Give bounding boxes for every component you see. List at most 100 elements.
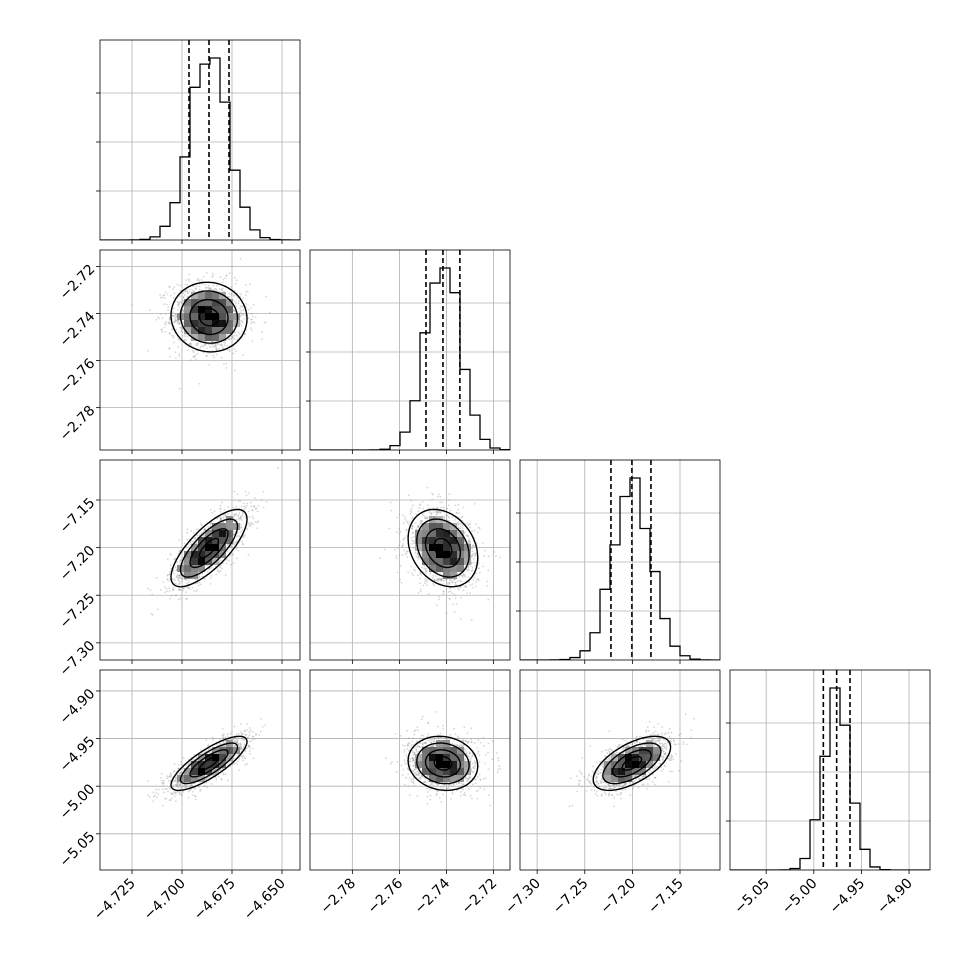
density-cell: [191, 327, 198, 334]
sample-point: [425, 516, 428, 519]
sample-point: [254, 507, 257, 510]
sample-point: [157, 793, 160, 796]
sample-point: [230, 335, 233, 338]
sample-point: [206, 786, 209, 788]
sample-point: [445, 578, 448, 581]
density-cell: [198, 551, 205, 558]
sample-point: [405, 550, 408, 553]
sample-point: [150, 612, 153, 615]
sample-point: [401, 554, 404, 556]
sample-point: [405, 528, 408, 531]
sample-point: [240, 526, 243, 529]
sample-point: [170, 793, 173, 796]
density-cell: [212, 537, 219, 544]
sample-point: [188, 342, 191, 345]
contour-line: [189, 299, 229, 336]
sample-point: [194, 288, 197, 290]
sample-point: [437, 511, 440, 514]
sample-point: [475, 523, 478, 525]
sample-point: [241, 519, 243, 522]
sample-point: [208, 363, 211, 366]
sample-point: [428, 511, 431, 513]
sample-point: [433, 579, 436, 581]
sample-point: [448, 597, 451, 600]
sample-point: [238, 332, 241, 335]
sample-point: [393, 549, 396, 551]
sample-point: [454, 581, 456, 584]
sample-point: [190, 359, 193, 361]
sample-point: [245, 504, 248, 507]
sample-point: [185, 597, 188, 600]
sample-point: [229, 563, 232, 566]
sample-point: [476, 531, 479, 534]
sample-point: [468, 538, 471, 540]
sample-point: [168, 285, 171, 288]
sample-point: [185, 582, 188, 585]
sample-point: [487, 569, 490, 572]
sample-point: [268, 311, 271, 314]
sample-point: [180, 329, 183, 332]
density-cell: [219, 523, 226, 530]
sample-point: [425, 578, 428, 581]
sample-point: [244, 763, 247, 766]
sample-point: [435, 513, 438, 516]
density-cell: [212, 313, 219, 320]
y-tick-label: −2.74: [57, 309, 99, 351]
density-cell: [191, 306, 198, 313]
sample-point: [233, 725, 236, 728]
sample-point: [223, 363, 225, 366]
sample-point: [198, 581, 201, 584]
sample-point: [204, 283, 206, 286]
sample-point: [424, 582, 426, 585]
sample-point: [237, 499, 240, 502]
sample-point: [221, 288, 223, 291]
sample-point: [411, 539, 414, 542]
sample-point: [441, 501, 444, 504]
sample-point: [435, 604, 438, 607]
density-cell: [436, 523, 443, 530]
sample-point: [473, 503, 476, 505]
sample-point: [420, 588, 422, 591]
sample-point: [180, 326, 183, 329]
density-cell: [429, 544, 436, 551]
sample-point: [467, 542, 470, 545]
sample-point: [232, 763, 235, 766]
sample-point: [234, 331, 237, 334]
sample-point: [475, 572, 477, 575]
sample-point: [190, 784, 193, 786]
sample-point: [181, 330, 184, 333]
sample-point: [222, 734, 225, 737]
sample-point: [235, 540, 238, 543]
density-cell: [205, 292, 212, 299]
sample-point: [155, 577, 158, 579]
sample-point: [439, 511, 442, 514]
sample-point: [469, 565, 472, 568]
sample-point: [230, 338, 233, 341]
sample-point: [239, 305, 242, 307]
sample-point: [240, 505, 243, 508]
sample-point: [196, 578, 199, 581]
sample-point: [458, 522, 461, 525]
sample-point: [255, 507, 258, 510]
density-cell: [226, 530, 233, 537]
sample-point: [168, 347, 171, 349]
density-cell: [429, 558, 436, 565]
sample-point: [213, 510, 216, 513]
sample-point: [236, 493, 239, 496]
sample-point: [252, 757, 255, 760]
sample-point: [431, 498, 434, 501]
density-cell: [219, 306, 226, 313]
sample-point: [187, 790, 190, 793]
sample-point: [213, 345, 216, 348]
sample-point: [202, 351, 205, 354]
sample-point: [196, 277, 199, 280]
sample-point: [176, 782, 179, 784]
sample-point: [172, 588, 175, 591]
sample-point: [168, 321, 171, 324]
sample-point: [466, 592, 469, 595]
sample-point: [447, 591, 450, 593]
sample-point: [398, 528, 400, 530]
sample-point: [184, 578, 187, 581]
sample-point: [462, 506, 465, 509]
sample-point: [455, 512, 458, 514]
